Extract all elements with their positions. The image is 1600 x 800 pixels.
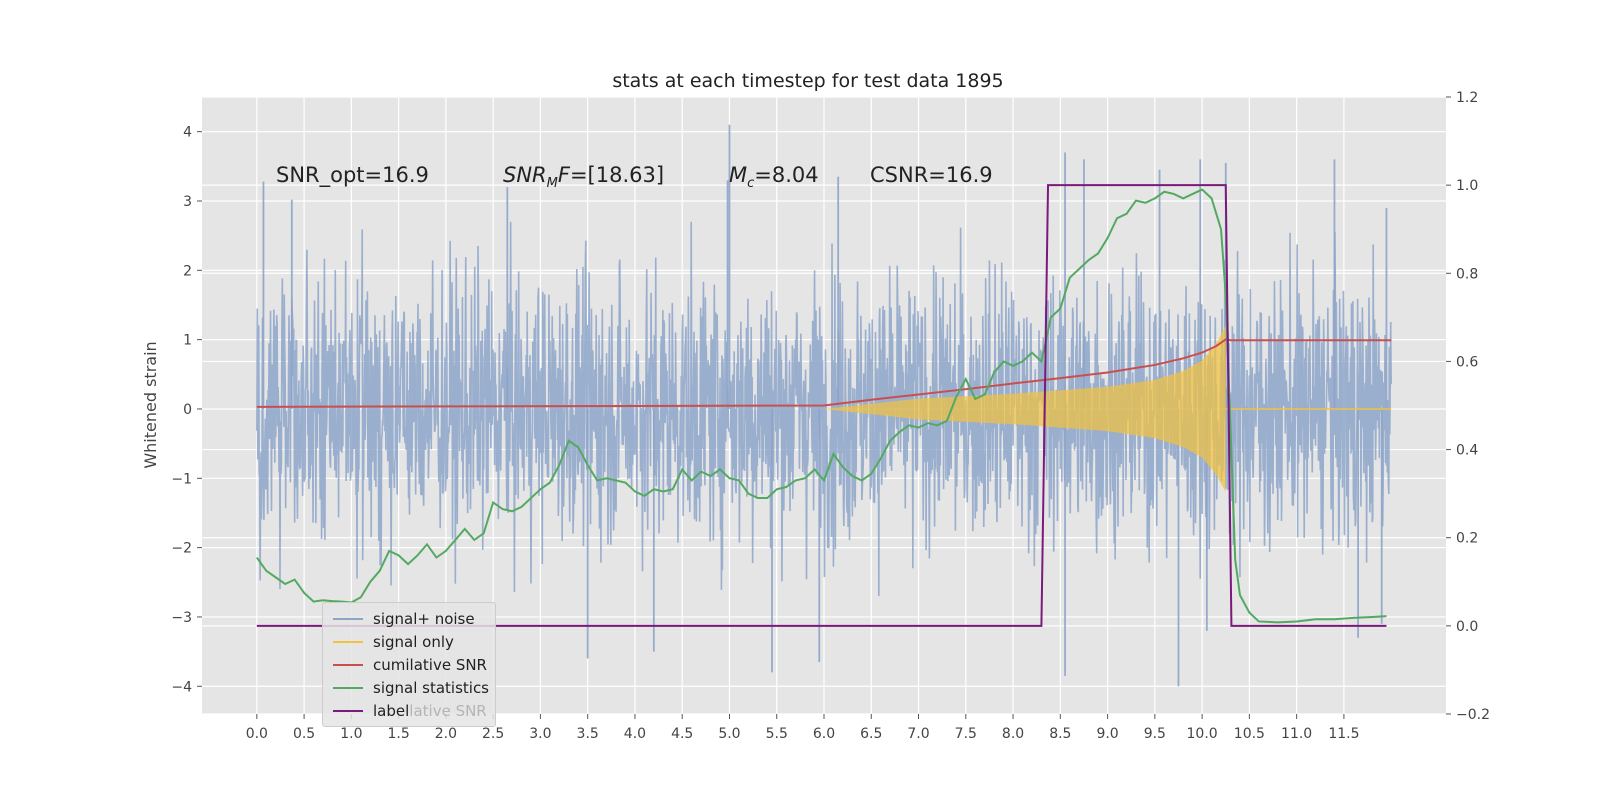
x-tick-label: 4.5 xyxy=(671,726,693,742)
x-tick-label: 0.0 xyxy=(246,726,268,742)
x-tick-label: 2.5 xyxy=(482,726,504,742)
y-tick-label: 2 xyxy=(183,263,192,279)
x-tick-label: 5.0 xyxy=(718,726,740,742)
legend-label-label: labellative SNR xyxy=(373,701,487,720)
y-tick-label: −2 xyxy=(171,541,192,557)
x-tick-label: 8.0 xyxy=(1002,726,1024,742)
y2-tick-label: 1.2 xyxy=(1456,90,1478,106)
x-tick-label: 2.0 xyxy=(435,726,457,742)
legend-item-label: labellative SNR xyxy=(323,699,495,722)
x-tick-label: 1.0 xyxy=(340,726,362,742)
x-tick-label: 6.5 xyxy=(860,726,882,742)
x-tick-label: 11.0 xyxy=(1281,726,1312,742)
label-line xyxy=(256,184,1387,627)
y2-axis-ticks: 1.2 1.0 0.8 0.6 0.4 0.2 0.0 −0.2 xyxy=(1446,90,1490,723)
x-tick-label: 3.5 xyxy=(577,726,599,742)
x-tick-label: 3.0 xyxy=(529,726,551,742)
y-tick-label: 3 xyxy=(183,194,192,210)
legend-label-signal-statistics: signal statistics xyxy=(373,678,490,697)
y-axis-label: Whitened strain xyxy=(141,341,160,468)
x-tick-label: 10.0 xyxy=(1187,726,1218,742)
legend-label-signal-noise: signal+ noise xyxy=(373,609,475,628)
y2-tick-label: 0.4 xyxy=(1456,443,1478,459)
y2-tick-label: 0.6 xyxy=(1456,354,1478,370)
signal-only-envelope xyxy=(824,325,1226,687)
y2-tick-label: 0.0 xyxy=(1456,619,1478,635)
legend-item-signal-statistics: signal statistics xyxy=(323,676,495,699)
signal-noise-line xyxy=(256,221,1392,597)
y-axis-ticks: 4 3 2 1 0 −1 −2 −3 −4 xyxy=(171,125,202,695)
y-tick-label: 4 xyxy=(183,125,192,141)
x-tick-label: 1.5 xyxy=(387,726,409,742)
x-axis-ticks: 0.0 0.5 1.0 1.5 2.0 2.5 3.0 3.5 4.0 4.5 5.0 5.5 6.0 6… xyxy=(246,714,1359,742)
annotation-snr-opt: SNR_opt=16.9 xyxy=(276,163,429,187)
legend-swatch-signal-only xyxy=(333,640,363,643)
legend-label-signal-only: signal only xyxy=(373,632,454,651)
right-axis-series xyxy=(256,184,1392,627)
x-tick-label: 11.5 xyxy=(1328,726,1359,742)
x-tick-label: 0.5 xyxy=(293,726,315,742)
annotation-mc: Mc=8.04 xyxy=(729,163,819,192)
legend-swatch-signal-noise xyxy=(333,617,363,620)
x-tick-label: 6.0 xyxy=(813,726,835,742)
x-tick-label: 7.0 xyxy=(907,726,929,742)
legend-item-cumulative-snr: cumilative SNR xyxy=(323,653,495,676)
y2-tick-label: 0.8 xyxy=(1456,266,1478,282)
y2-tick-label: −0.2 xyxy=(1456,707,1490,723)
legend-ghost-text: lative SNR xyxy=(409,701,487,720)
y-tick-label: 1 xyxy=(183,333,192,349)
legend-swatch-cumulative-snr xyxy=(333,663,363,666)
x-tick-label: 9.5 xyxy=(1144,726,1166,742)
y2-tick-label: 0.2 xyxy=(1456,531,1478,547)
annotation-snr-mf: SNRMF=[18.63] xyxy=(503,163,665,192)
x-tick-label: 7.5 xyxy=(955,726,977,742)
annotation-csnr: CSNR=16.9 xyxy=(870,163,993,187)
y-tick-label: −3 xyxy=(171,610,192,626)
y-tick-label: −1 xyxy=(171,471,192,487)
chart-legend: signal+ noise signal only cumilative SNR… xyxy=(322,602,496,727)
chart-title: stats at each timestep for test data 189… xyxy=(612,70,1003,92)
y2-tick-label: 1.0 xyxy=(1456,178,1478,194)
legend-swatch-signal-statistics xyxy=(333,686,363,689)
legend-label-cumulative-snr: cumilative SNR xyxy=(373,655,487,674)
signal-only-series xyxy=(824,325,1392,687)
y-tick-label: 0 xyxy=(183,402,192,418)
x-tick-label: 4.0 xyxy=(624,726,646,742)
x-tick-label: 5.5 xyxy=(766,726,788,742)
legend-item-signal-only: signal only xyxy=(323,630,495,653)
legend-swatch-label xyxy=(333,709,363,712)
x-tick-label: 9.0 xyxy=(1096,726,1118,742)
x-tick-label: 8.5 xyxy=(1049,726,1071,742)
y-tick-label: −4 xyxy=(171,679,192,695)
legend-item-signal-noise: signal+ noise xyxy=(323,607,495,630)
x-tick-label: 10.5 xyxy=(1234,726,1265,742)
cumulative-snr-line xyxy=(256,338,1392,408)
signal-statistics-line xyxy=(256,188,1387,624)
